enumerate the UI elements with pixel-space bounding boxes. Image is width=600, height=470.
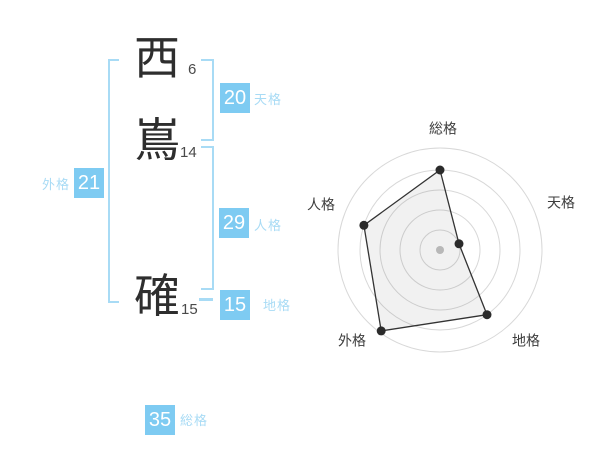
gaikaku-bracket [108, 59, 119, 303]
radar-axis-label-人格: 人格 [307, 197, 335, 213]
soukaku-label: 総格 [180, 413, 209, 428]
radar-grid-ring-5 [337, 147, 543, 353]
name-character-3: 確 [134, 270, 180, 322]
gaikaku-label: 外格 [42, 177, 71, 192]
radar-center-dot [436, 246, 444, 254]
radar-data-point-天格 [454, 239, 464, 249]
radar-data-point-外格 [376, 326, 386, 336]
tenkaku-value-box: 20 [220, 83, 250, 113]
soukaku-value-box: 35 [145, 405, 175, 435]
stroke-count-3: 15 [181, 301, 198, 318]
name-character-2: 嶌 [134, 114, 180, 166]
chikaku-value-box: 15 [220, 290, 250, 320]
radar-axis-label-天格: 天格 [547, 195, 575, 211]
gaikaku-value-box: 21 [74, 168, 104, 198]
radar-data-point-人格 [359, 220, 369, 230]
chikaku-tick [199, 298, 213, 301]
radar-axis-label-外格: 外格 [338, 333, 366, 349]
name-character-1: 西 [134, 32, 180, 84]
radar-grid-ring-1 [419, 229, 461, 271]
stroke-count-2: 14 [180, 144, 197, 161]
tenkaku-bracket [201, 59, 214, 141]
jinkaku-value-box: 29 [219, 208, 249, 238]
radar-grid-ring-3 [379, 189, 501, 311]
jinkaku-label: 人格 [254, 218, 283, 233]
tenkaku-label: 天格 [254, 92, 283, 107]
jinkaku-bracket [201, 146, 214, 290]
chikaku-label: 地格 [263, 298, 292, 313]
radar-axis-label-地格: 地格 [512, 333, 540, 349]
stroke-count-1: 6 [188, 61, 197, 78]
radar-grid-ring-2 [399, 209, 481, 291]
radar-data-point-総格 [435, 165, 445, 175]
radar-axis-label-総格: 総格 [429, 121, 457, 137]
radar-data-point-地格 [482, 310, 492, 320]
radar-data-polygon [363, 168, 488, 332]
